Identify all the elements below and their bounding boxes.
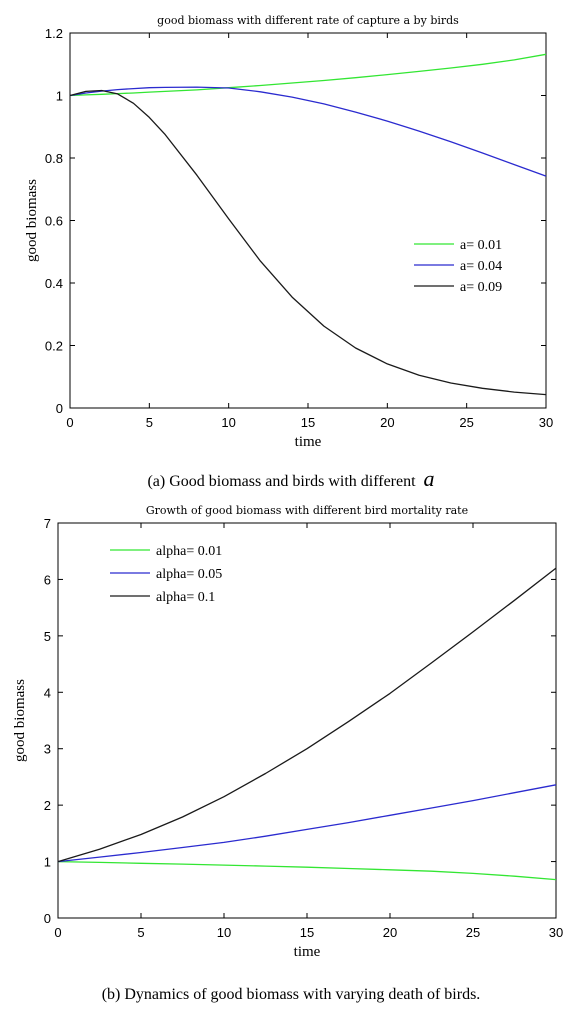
caption-a: (a) Good biomass and birds with differen…	[0, 466, 582, 492]
chart-title: good biomass with different rate of capt…	[157, 14, 459, 27]
y-tick-label: 5	[44, 629, 51, 644]
x-tick-label: 5	[137, 925, 144, 940]
x-tick-label: 10	[221, 415, 235, 430]
x-tick-label: 30	[549, 925, 563, 940]
series-line-black	[69, 89, 547, 396]
x-tick-label: 0	[54, 925, 61, 940]
legend-label: a= 0.04	[460, 259, 502, 274]
y-tick-label: 4	[44, 685, 51, 700]
x-tick-label: 5	[146, 415, 153, 430]
y-tick-label: 6	[44, 572, 51, 587]
x-tick-label: 15	[301, 415, 315, 430]
y-tick-label: 1.2	[45, 26, 63, 41]
x-tick-label: 25	[459, 415, 473, 430]
plot-area	[69, 32, 547, 409]
series-line-black	[57, 567, 557, 863]
y-tick-label: 0.2	[45, 339, 63, 354]
legend-label: a= 0.01	[460, 238, 502, 253]
series-line-green	[57, 860, 557, 881]
chart-a: 0 5 10 15 20 25 30 0 0.2 0.4 0.6 0.8 1 1.2 good biomas…	[24, 14, 553, 450]
y-tick-label: 0.6	[45, 214, 63, 229]
y-tick-label: 1	[44, 855, 51, 870]
chart-b: 0 5 10 15 20 25 30 0 1 2 3 4 5 6 7 Growth of good bioma…	[12, 504, 563, 960]
legend-label: alpha= 0.05	[156, 567, 222, 582]
caption-a-variable: a	[423, 466, 435, 491]
y-tick-label: 1	[56, 89, 63, 104]
x-tick-label: 20	[383, 925, 397, 940]
x-tick-label: 0	[66, 415, 73, 430]
x-tick-label: 25	[466, 925, 480, 940]
y-tick-label: 0	[56, 401, 63, 416]
x-axis-label: time	[294, 944, 321, 960]
x-tick-label: 15	[300, 925, 314, 940]
x-tick-label: 30	[539, 415, 553, 430]
x-tick-label: 20	[380, 415, 394, 430]
y-tick-label: 2	[44, 798, 51, 813]
x-tick-label: 10	[217, 925, 231, 940]
y-tick-label: 0.4	[45, 276, 63, 291]
series-line-blue	[57, 784, 557, 863]
y-tick-label: 3	[44, 742, 51, 757]
y-tick-label: 0	[44, 911, 51, 926]
plot-area	[57, 522, 557, 919]
y-axis-label: good biomass	[24, 179, 40, 262]
caption-a-text: (a) Good biomass and birds with differen…	[147, 473, 416, 490]
y-axis-label: good biomass	[12, 679, 28, 762]
legend-label: alpha= 0.1	[156, 590, 215, 605]
chart-title: Growth of good biomass with different bi…	[146, 504, 468, 517]
legend-label: alpha= 0.01	[156, 544, 222, 559]
y-tick-label: 0.8	[45, 151, 63, 166]
caption-b: (b) Dynamics of good biomass with varyin…	[101, 986, 481, 1003]
legend-label: a= 0.09	[460, 280, 502, 295]
y-tick-label: 7	[44, 516, 51, 531]
x-axis-label: time	[295, 434, 322, 450]
series-line-blue	[69, 86, 547, 177]
